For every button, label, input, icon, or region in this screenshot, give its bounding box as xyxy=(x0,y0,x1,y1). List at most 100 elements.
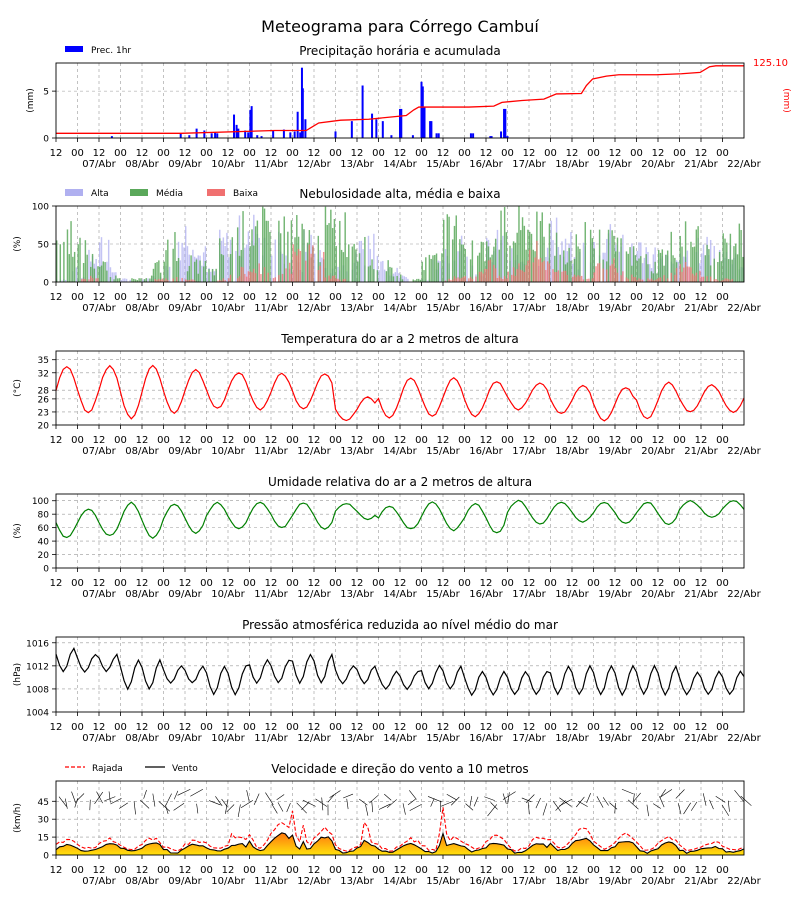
x-tick-hour-label: 00 xyxy=(716,148,729,159)
cloud-bar-baixa xyxy=(675,267,678,282)
cloud-bar-baixa xyxy=(460,277,463,282)
cloud-bar-alta xyxy=(142,279,144,282)
wind-arrow xyxy=(632,793,635,804)
x-tick-hour-label: 00 xyxy=(157,722,170,733)
cloud-bar-média xyxy=(68,254,70,282)
x-tick-day-label: 10/Abr xyxy=(211,589,245,600)
cloud-bar-média xyxy=(283,216,285,282)
x-tick-hour-label: 00 xyxy=(501,292,514,303)
x-tick-hour-label: 12 xyxy=(136,435,149,446)
x-tick-day-label: 09/Abr xyxy=(168,589,202,600)
x-tick-day-label: 15/Abr xyxy=(426,733,460,744)
cloud-bar-média xyxy=(364,236,366,282)
cloud-bar-baixa xyxy=(159,279,162,282)
precip-bar xyxy=(506,136,509,138)
x-tick-hour-label: 00 xyxy=(716,722,729,733)
wind-arrow xyxy=(196,803,199,814)
cloud-bar-média xyxy=(389,266,391,282)
cloud-bar-baixa xyxy=(154,279,156,282)
cloud-bar-média xyxy=(464,248,466,282)
x-tick-hour-label: 00 xyxy=(544,292,557,303)
cloud-bar-média xyxy=(493,246,495,282)
x-tick-hour-label: 00 xyxy=(544,435,557,446)
cloud-bar-média xyxy=(616,237,619,282)
cloud-bar-média xyxy=(563,250,565,282)
cloud-bar-média xyxy=(724,238,726,282)
cloud-bar-média xyxy=(554,255,556,282)
wind-arrow xyxy=(535,797,541,809)
cloud-bar-baixa xyxy=(267,272,269,282)
cloud-bar-média xyxy=(627,253,629,282)
panel-title: Velocidade e direção do vento a 10 metro… xyxy=(271,762,528,776)
x-tick-day-label: 22/Abr xyxy=(727,876,761,887)
precip-bar xyxy=(489,136,492,138)
wind-arrow xyxy=(646,804,649,817)
wind-arrow xyxy=(576,796,585,808)
x-tick-hour-label: 12 xyxy=(93,435,106,446)
cloud-bar-alta xyxy=(107,239,110,282)
cloud-bar-média xyxy=(713,258,715,282)
x-tick-hour-label: 00 xyxy=(673,292,686,303)
cloud-bar-baixa xyxy=(236,278,239,282)
cloud-bar-baixa xyxy=(217,280,219,282)
cloud-bar-média xyxy=(695,229,698,282)
cloud-bar-média xyxy=(573,258,576,282)
x-tick-hour-label: 00 xyxy=(501,722,514,733)
cloud-bar-baixa xyxy=(486,269,488,282)
cloud-bar-média xyxy=(435,253,438,282)
cloud-bar-média xyxy=(229,254,232,282)
x-tick-day-label: 19/Abr xyxy=(598,446,632,457)
y-tick-label: 20 xyxy=(38,422,50,432)
x-tick-hour-label: 00 xyxy=(157,148,170,159)
cloud-bar-baixa xyxy=(579,276,581,282)
x-tick-hour-label: 00 xyxy=(458,148,471,159)
cloud-bar-média xyxy=(478,252,481,282)
cloud-bar-média xyxy=(625,251,628,282)
x-tick-hour-label: 12 xyxy=(480,292,493,303)
cloud-bar-baixa xyxy=(451,279,454,282)
cloud-bar-média xyxy=(559,254,561,282)
precip-bar xyxy=(256,135,259,138)
wind-arrow xyxy=(690,801,698,811)
cloud-bar-baixa xyxy=(598,263,601,282)
cloud-bar-média xyxy=(729,233,732,282)
cloud-bar-média xyxy=(73,251,76,282)
wind-arrow xyxy=(450,796,460,806)
cloud-bar-média xyxy=(419,279,422,282)
x-tick-hour-label: 12 xyxy=(93,722,106,733)
y-axis-label: (mm) xyxy=(26,88,36,113)
plot-frame xyxy=(55,62,745,139)
x-tick-day-label: 07/Abr xyxy=(82,303,116,314)
cloud-bar-alta xyxy=(557,247,560,282)
wind-arrow xyxy=(740,795,752,806)
series-line xyxy=(55,647,745,697)
wind-arrow xyxy=(209,800,221,806)
cloud-bar-média xyxy=(279,233,282,282)
x-tick-day-label: 19/Abr xyxy=(598,303,632,314)
x-tick-hour-label: 12 xyxy=(695,865,708,876)
x-tick-hour-label: 12 xyxy=(609,578,622,589)
cloud-bar-baixa xyxy=(333,275,336,282)
x-tick-day-label: 11/Abr xyxy=(254,589,288,600)
cloud-bar-média xyxy=(188,265,191,282)
cloud-bar-média xyxy=(104,262,106,282)
cloud-bar-média xyxy=(681,246,683,282)
cloud-bar-baixa xyxy=(555,271,558,282)
wind-arrow xyxy=(321,797,324,811)
cloud-bar-média xyxy=(145,278,148,282)
x-tick-hour-label: 00 xyxy=(415,435,428,446)
x-tick-hour-label: 12 xyxy=(437,292,450,303)
cloud-bar-média xyxy=(709,265,712,282)
wind-arrow xyxy=(371,801,374,813)
cloud-bar-alta xyxy=(382,260,384,282)
wind-arrow xyxy=(343,793,354,799)
cloud-bar-média xyxy=(462,244,465,282)
x-tick-hour-label: 00 xyxy=(372,578,385,589)
x-tick-hour-label: 00 xyxy=(630,722,643,733)
wind-arrow xyxy=(173,802,185,811)
x-tick-hour-label: 00 xyxy=(372,435,385,446)
x-tick-hour-label: 12 xyxy=(50,435,63,446)
x-tick-day-label: 20/Abr xyxy=(641,876,675,887)
wind-arrow xyxy=(502,791,516,800)
